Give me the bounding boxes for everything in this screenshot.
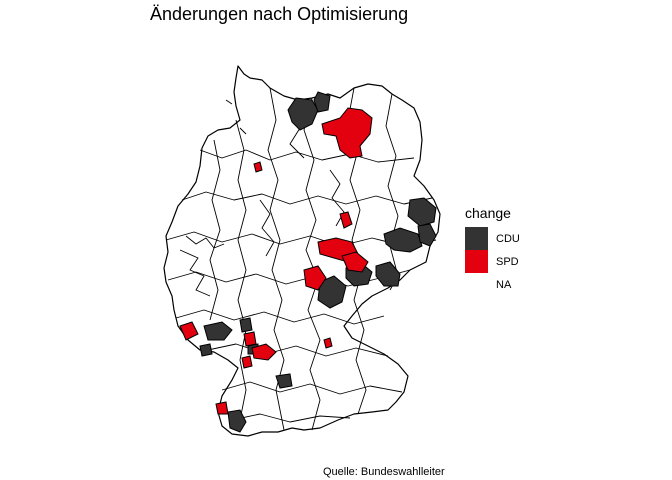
source-caption: Quelle: Bundeswahlleiter: [323, 466, 445, 478]
cdu-districts: [199, 91, 437, 433]
spd-districts: [179, 107, 373, 415]
legend-label-na: NA: [496, 278, 512, 291]
district-borders: [165, 87, 437, 431]
legend-item-cdu: CDU: [465, 227, 520, 250]
legend-item-spd: SPD: [465, 250, 520, 273]
legend-key-na: [465, 273, 488, 296]
map-title: Änderungen nach Optimisierung: [150, 4, 409, 24]
germany-outline: [163, 65, 441, 437]
legend-label-spd: SPD: [496, 255, 519, 268]
legend-title: change: [465, 205, 511, 221]
legend-label-cdu: CDU: [496, 232, 520, 245]
legend-item-na: NA: [465, 273, 520, 296]
legend-key-spd: [465, 250, 488, 273]
legend-key-cdu: [465, 227, 488, 250]
legend: change CDU SPD NA: [465, 205, 520, 296]
